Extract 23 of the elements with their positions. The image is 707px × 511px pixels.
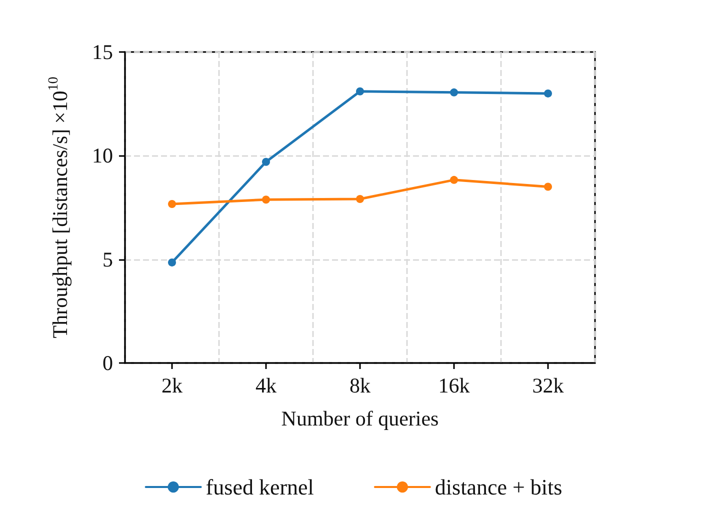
point [262,196,270,204]
point [544,182,552,191]
y-tick-label: 0 [102,351,113,375]
x-tick-label: 2k [162,374,183,398]
x-tick-label: 16k [438,374,470,398]
x-tick-label: 8k [350,374,371,398]
point [544,89,552,98]
y-tick-label: 5 [102,247,113,272]
y-axis-title: Throughput [distances/s] ×1010 [46,76,72,338]
point [450,176,458,184]
point [450,88,458,96]
y-tick-label: 10 [92,144,113,168]
x-tick-label: 32k [532,374,564,398]
y-tick-label: 15 [92,40,113,64]
point [168,258,176,266]
x-tick-label: 4k [256,374,277,398]
legend-label: fused kernel [206,474,314,500]
point [356,87,364,96]
legend-label: distance + bits [434,474,562,500]
point [168,200,176,208]
x-axis-title: Number of queries [281,406,439,430]
point [356,195,364,203]
point [262,158,270,166]
